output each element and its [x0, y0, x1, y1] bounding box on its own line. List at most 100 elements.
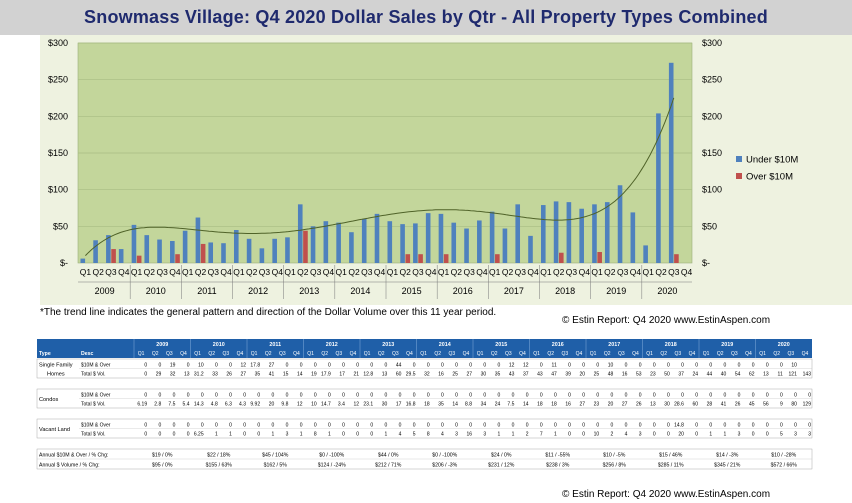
table-cell: 0 [582, 393, 585, 399]
table-quarter-header: Q2 [773, 351, 780, 357]
table-quarter-header: Q2 [378, 351, 385, 357]
table-cell: 0 [399, 423, 402, 429]
table-desc-label: Total $ Vol. [81, 372, 105, 378]
bar-under-10m [208, 242, 214, 263]
x-tick-label-quarter: Q1 [438, 267, 450, 277]
table-cell: 9.92 [250, 402, 260, 408]
table-cell: 0 [370, 423, 373, 429]
table-cell: 28 [707, 402, 713, 408]
table-cell: 18 [424, 402, 430, 408]
y-tick-label-left: $50 [53, 221, 68, 231]
x-tick-label-quarter: Q2 [144, 267, 156, 277]
table-cell: 1 [300, 432, 303, 438]
table-cell: 0 [328, 363, 331, 369]
legend-swatch-over [736, 173, 742, 179]
table-cell: 0 [427, 393, 430, 399]
table-quarter-header: Q4 [632, 351, 639, 357]
table-cell: 29 [156, 372, 162, 378]
table-cell: 14.7 [321, 402, 331, 408]
table-cell: 14.3 [194, 402, 204, 408]
table-cell: 6.3 [225, 402, 232, 408]
table-cell: 0 [342, 363, 345, 369]
bar-under-10m [579, 208, 584, 263]
table-year-header: 2014 [439, 342, 451, 348]
bar-over-10m [405, 254, 411, 263]
table-cell: 32 [170, 372, 176, 378]
table-annual1-cell: $22 / 18% [207, 453, 231, 459]
table-cell: 0 [384, 393, 387, 399]
bar-under-10m [400, 224, 405, 263]
table-desc-label: Total $ Vol. [81, 402, 105, 408]
table-cell: 43 [509, 372, 515, 378]
x-tick-label-quarter: Q4 [630, 267, 642, 277]
table-cell: 17.8 [250, 363, 260, 369]
table-cell: 44 [396, 363, 402, 369]
x-tick-label-quarter: Q2 [93, 267, 105, 277]
x-tick-label-quarter: Q4 [527, 267, 539, 277]
table-year-header: 2013 [382, 342, 394, 348]
bar-over-10m [674, 254, 679, 263]
table-cell: 0 [173, 393, 176, 399]
table-cell: 0 [469, 393, 472, 399]
x-tick-label-year: 2014 [350, 286, 370, 296]
bar-under-10m [93, 240, 98, 263]
table-cell: 0 [215, 363, 218, 369]
table-cell: 0 [752, 432, 755, 438]
table-cell: 20 [579, 372, 585, 378]
table-cell: 1 [384, 432, 387, 438]
table-cell: 0 [512, 423, 515, 429]
table-year-header: 2018 [665, 342, 677, 348]
table-quarter-header: Q2 [152, 351, 159, 357]
x-tick-label-quarter: Q2 [604, 267, 616, 277]
bar-over-10m [303, 230, 308, 263]
table-cell: 62 [749, 372, 755, 378]
x-tick-label-quarter: Q4 [272, 267, 284, 277]
table-cell: 0 [766, 432, 769, 438]
table-year-header: 2009 [156, 342, 168, 348]
bar-over-10m [495, 254, 500, 263]
table-cell: 0 [314, 393, 317, 399]
table-cell: 0 [427, 363, 430, 369]
x-tick-label-quarter: Q1 [131, 267, 143, 277]
table-quarter-header: Q4 [689, 351, 696, 357]
table-cell: 0 [300, 393, 303, 399]
table-cell: 16 [622, 372, 628, 378]
x-tick-label-quarter: Q3 [259, 267, 271, 277]
table-cell: 0 [483, 393, 486, 399]
table-cell: 4 [399, 432, 402, 438]
bar-over-10m [597, 252, 602, 263]
table-quarter-header: Q3 [279, 351, 286, 357]
table-cell: 0 [144, 363, 147, 369]
table-cell: 0 [257, 423, 260, 429]
bar-under-10m [246, 238, 252, 263]
x-tick-label-quarter: Q2 [297, 267, 309, 277]
x-tick-label-quarter: Q2 [348, 267, 360, 277]
table-cell: 12 [297, 402, 303, 408]
table-cell: 0 [667, 432, 670, 438]
table-annual1-cell: $15 / 46% [659, 453, 683, 459]
x-tick-label-year: 2010 [146, 286, 166, 296]
bar-under-10m [259, 248, 265, 263]
table-quarter-header: Q4 [576, 351, 583, 357]
table-cell: 10 [791, 363, 797, 369]
table-cell: 0 [257, 432, 260, 438]
bar-under-10m [349, 232, 354, 263]
table-quarter-header: Q3 [618, 351, 625, 357]
table-quarter-header: Q3 [731, 351, 738, 357]
table-cell: 0 [497, 423, 500, 429]
x-tick-label-quarter: Q3 [310, 267, 322, 277]
table-year-header: 2012 [326, 342, 338, 348]
bar-under-10m [233, 230, 239, 263]
x-tick-label-quarter: Q1 [80, 267, 92, 277]
bar-under-10m [118, 249, 124, 263]
x-tick-label-quarter: Q2 [451, 267, 463, 277]
table-cell: 12 [509, 363, 515, 369]
table-cell: 3 [738, 432, 741, 438]
table-cell: 0 [695, 363, 698, 369]
table-cell: 26 [226, 372, 232, 378]
table-cell: 1 [723, 432, 726, 438]
table-cell: 7.5 [168, 402, 175, 408]
table-cell: 0 [780, 393, 783, 399]
table-cell: 0 [483, 423, 486, 429]
table-cell: 0 [455, 363, 458, 369]
